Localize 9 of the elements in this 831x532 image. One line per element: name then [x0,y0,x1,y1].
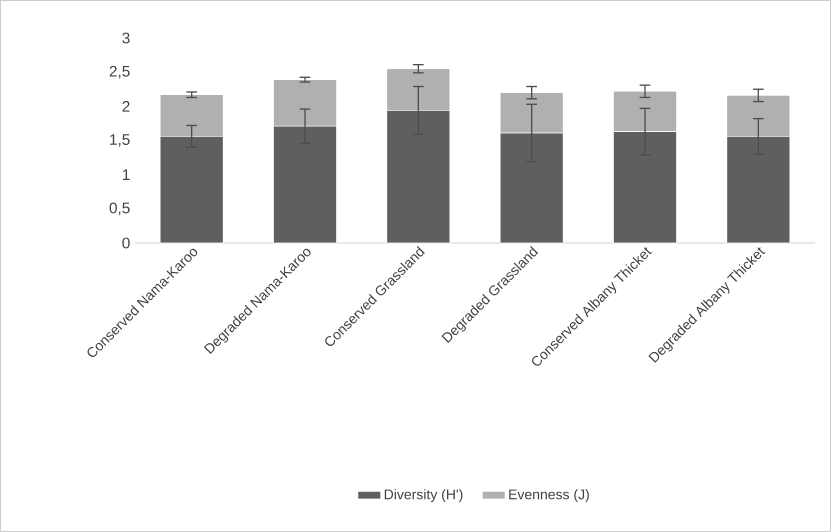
y-tick-label: 0 [122,238,130,248]
y-tick-label: 2,5 [110,66,130,79]
y-tick-label: 0,5 [110,202,130,216]
y-tick-label: 1,5 [110,134,130,147]
y-tick-label: 1 [122,169,130,180]
y-tick-label: 2 [122,100,130,112]
legend-label: Evenness (J) [509,489,589,502]
y-tick-label: 3 [122,32,130,44]
legend-label: Diversity (H') [384,489,462,502]
